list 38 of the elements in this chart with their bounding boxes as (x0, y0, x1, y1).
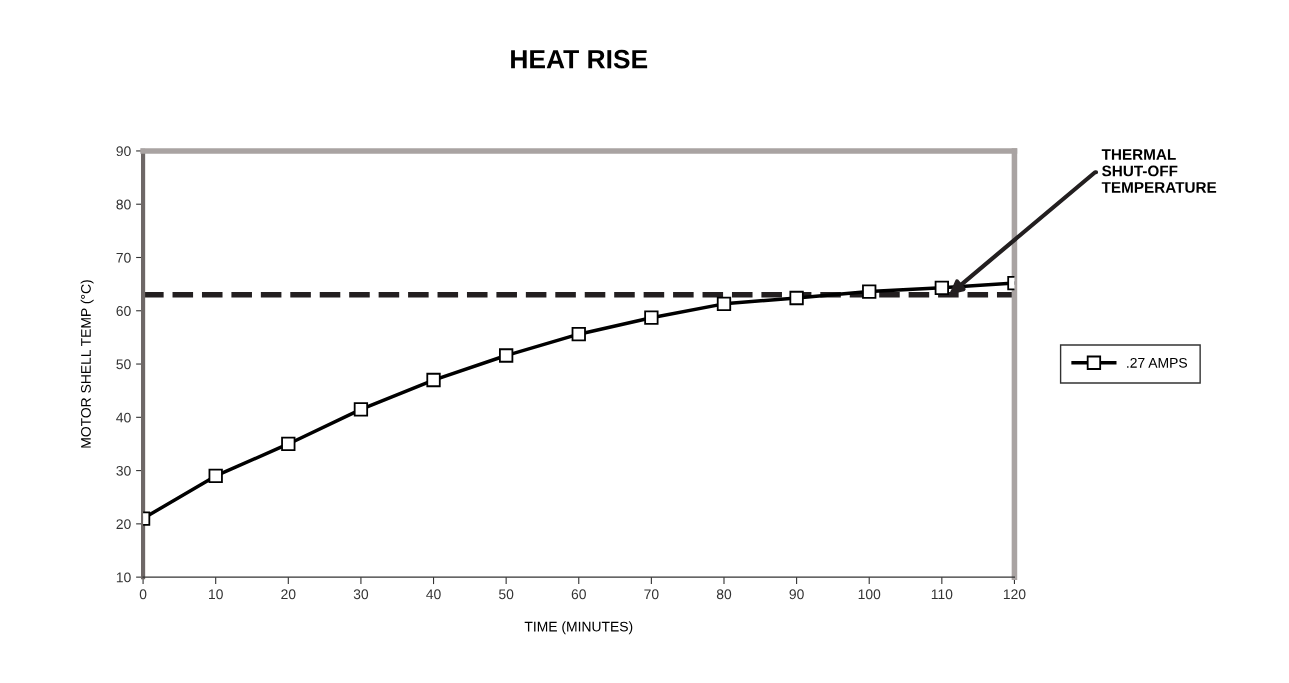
point (281, 436, 296, 452)
point (426, 372, 441, 388)
annotation: THERMAL SHUT-OFF TEMPERATURE (1101, 149, 1217, 193)
x-tick-label: 0 (139, 589, 147, 600)
x-axis-title: TIME (MINUTES) (524, 621, 633, 635)
x-tick-label: 40 (426, 589, 441, 600)
x-tick-label: 120 (1003, 589, 1026, 600)
x-tick-label: 100 (858, 589, 881, 600)
x-tick-label: 90 (789, 589, 804, 600)
x-tick-label: 110 (931, 589, 953, 600)
legend-label: .27 AMPS (1127, 357, 1187, 368)
y-tick-label: 80 (116, 199, 131, 210)
y-tick-label: 20 (116, 519, 131, 530)
x-tick-label: 50 (498, 589, 514, 600)
y-tick-label: 60 (116, 306, 131, 316)
x-tick-label: 30 (353, 589, 369, 600)
point (862, 284, 877, 299)
x-tick-label: 70 (644, 589, 659, 600)
x-tick-label: 80 (716, 589, 732, 600)
point (789, 290, 804, 306)
y-tick-label: 10 (116, 572, 131, 583)
point (644, 310, 659, 325)
y-tick-label: 70 (116, 252, 131, 263)
y-tick-label: 50 (116, 359, 131, 370)
x-tick-label: 20 (281, 589, 296, 600)
point (716, 296, 732, 311)
point (353, 402, 369, 417)
y-axis-title: MOTOR SHELL TEMP (°C) (80, 280, 94, 448)
point (208, 468, 223, 484)
y-tick-label: 30 (116, 465, 131, 476)
point (934, 280, 949, 296)
chart-title: HEAT RISE (511, 49, 648, 69)
x-tick-label: 10 (209, 589, 223, 600)
point (571, 327, 586, 342)
x-tick-label: 60 (571, 589, 586, 600)
y-tick-label: 40 (116, 412, 131, 423)
y-tick-label: 90 (116, 146, 131, 157)
point (498, 348, 514, 363)
